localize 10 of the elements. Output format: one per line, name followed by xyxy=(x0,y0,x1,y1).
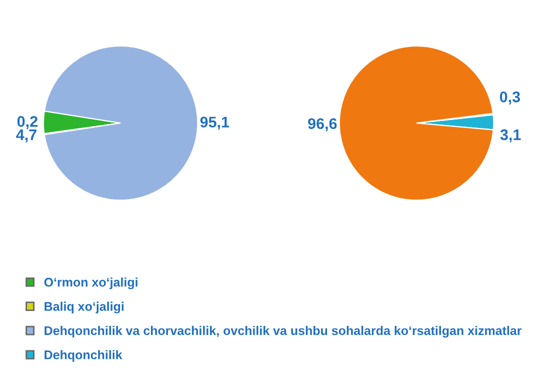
data-label: 3,1 xyxy=(500,129,521,142)
legend-label: Baliq xo‘jaligi xyxy=(44,302,124,314)
data-label: 0,3 xyxy=(500,92,520,105)
data-label: 95,1 xyxy=(200,116,230,130)
legend-label: O‘rmon xo‘jaligi xyxy=(44,277,138,290)
legend-label: Dehqonchilik va chorvachilik, ovchilik va ushbu sohalarda ko‘rsatilgan xizmatlar xyxy=(44,326,522,338)
legend-label: Dehqonchilik xyxy=(44,350,122,362)
data-label: 0,2 xyxy=(17,116,38,130)
data-label: 96,6 xyxy=(308,118,337,132)
data-label: 4,7 xyxy=(16,130,36,142)
